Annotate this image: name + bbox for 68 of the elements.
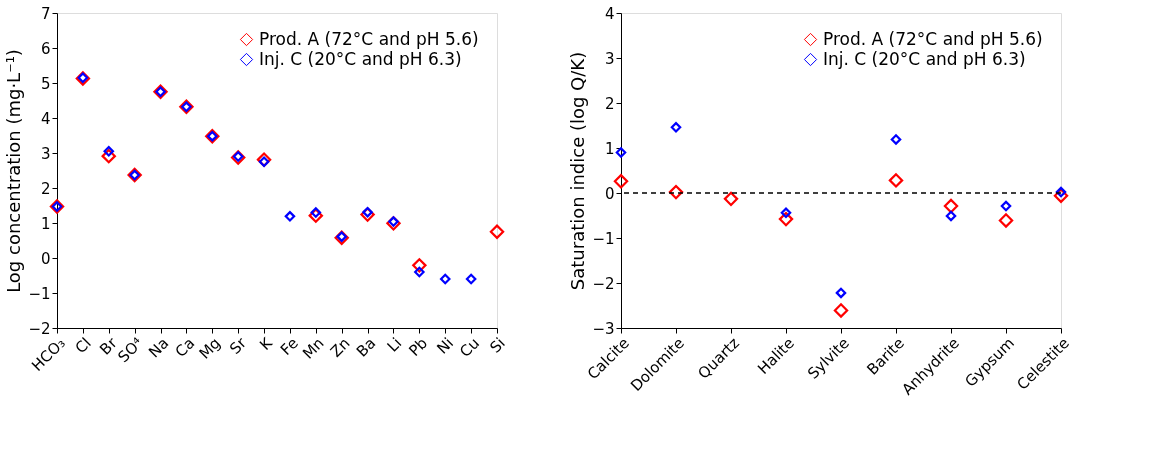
y-tick-label: 0 xyxy=(40,249,51,268)
point xyxy=(1055,186,1067,198)
y-tick-label: −1 xyxy=(592,229,615,248)
point xyxy=(943,198,959,214)
point xyxy=(103,145,115,157)
x-tick-label: Fe xyxy=(276,334,302,359)
point xyxy=(362,206,373,218)
point xyxy=(1000,200,1012,212)
point xyxy=(258,156,270,168)
point xyxy=(833,303,849,318)
point xyxy=(780,207,792,219)
point xyxy=(489,224,505,239)
point xyxy=(101,148,116,164)
y-tick-label: 2 xyxy=(40,179,51,198)
y-tick-label: 3 xyxy=(604,49,615,68)
y-tick-label: −2 xyxy=(28,319,51,338)
y-tick-label: −3 xyxy=(592,319,615,338)
point xyxy=(890,134,902,145)
point xyxy=(615,147,627,158)
point xyxy=(360,207,375,222)
x-tick-label: Li xyxy=(383,334,406,356)
point xyxy=(439,273,451,285)
y-tick-label: 3 xyxy=(40,144,51,163)
point xyxy=(465,273,477,285)
x-tick-label: Ni xyxy=(433,334,458,358)
y-axis-title: Saturation indice (log Q/K) xyxy=(567,51,589,291)
x-tick-label: Pb xyxy=(405,334,432,360)
point xyxy=(284,211,296,222)
y-tick-label: 1 xyxy=(40,214,51,233)
x-tick-label: Na xyxy=(145,334,173,362)
point xyxy=(945,210,957,222)
point xyxy=(1053,188,1069,203)
point xyxy=(998,213,1014,228)
x-tick-label: Sr xyxy=(226,333,251,358)
y-tick-label: 7 xyxy=(40,4,51,23)
x-tick-label: Cu xyxy=(456,334,483,361)
x-tick-label: Mn xyxy=(299,334,328,363)
point xyxy=(308,208,324,223)
x-tick-label: Zn xyxy=(326,334,354,361)
legend-label: Inj. C (20°C and pH 6.3) xyxy=(823,48,1026,69)
y-tick-label: 6 xyxy=(40,39,51,58)
y-tick-label: 2 xyxy=(604,94,615,113)
point xyxy=(414,266,425,278)
y-axis-title: Log concentration (mg·L⁻¹) xyxy=(3,49,25,293)
point xyxy=(613,174,629,189)
y-tick-label: 4 xyxy=(604,4,615,23)
point xyxy=(310,207,322,218)
legend-label: Prod. A (72°C and pH 5.6) xyxy=(823,28,1043,49)
point xyxy=(723,191,739,207)
point xyxy=(412,258,427,273)
y-tick-label: 4 xyxy=(40,109,51,128)
y-tick-label: 0 xyxy=(604,184,615,203)
y-tick-label: −1 xyxy=(28,284,51,303)
x-tick-label: K xyxy=(256,333,277,354)
point xyxy=(670,122,682,133)
legend-label: Prod. A (72°C and pH 5.6) xyxy=(259,28,479,49)
y-tick-label: 1 xyxy=(604,139,615,158)
legend-label: Inj. C (20°C and pH 6.3) xyxy=(259,48,462,69)
point xyxy=(835,287,847,299)
y-tick-label: −2 xyxy=(592,274,615,293)
x-tick-label: Cl xyxy=(71,334,95,358)
y-tick-label: 5 xyxy=(40,74,51,93)
x-tick-label: Ba xyxy=(352,334,380,361)
point xyxy=(668,184,684,200)
point xyxy=(778,211,794,227)
x-tick-label: SO⁴ xyxy=(114,334,147,367)
point xyxy=(888,173,904,188)
x-tick-label: Si xyxy=(486,334,509,357)
